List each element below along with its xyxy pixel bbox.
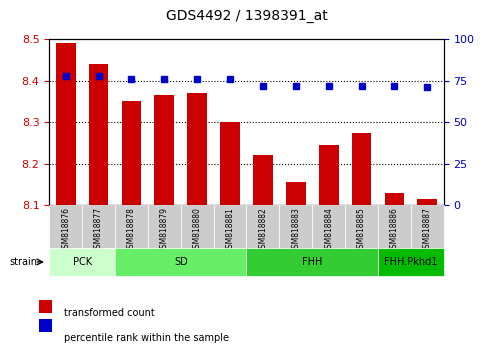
- Bar: [39, 300, 52, 313]
- Text: SD: SD: [174, 257, 188, 267]
- Text: FHH: FHH: [302, 257, 322, 267]
- FancyBboxPatch shape: [213, 205, 246, 248]
- Bar: [39, 319, 52, 332]
- Text: percentile rank within the sample: percentile rank within the sample: [64, 333, 229, 343]
- FancyBboxPatch shape: [181, 205, 213, 248]
- FancyBboxPatch shape: [115, 205, 148, 248]
- Text: GSM818878: GSM818878: [127, 207, 136, 253]
- FancyBboxPatch shape: [280, 205, 312, 248]
- Text: GSM818882: GSM818882: [258, 207, 267, 253]
- FancyBboxPatch shape: [49, 205, 82, 248]
- FancyBboxPatch shape: [115, 248, 246, 276]
- Bar: [56, 43, 75, 205]
- Text: GSM818884: GSM818884: [324, 207, 333, 253]
- Bar: [122, 101, 141, 205]
- Bar: [418, 199, 437, 205]
- Bar: [187, 93, 207, 205]
- Text: GSM818880: GSM818880: [193, 207, 202, 253]
- Text: PCK: PCK: [72, 257, 92, 267]
- Bar: [352, 132, 371, 205]
- FancyBboxPatch shape: [345, 205, 378, 248]
- Text: GSM818876: GSM818876: [61, 207, 70, 253]
- Text: transformed count: transformed count: [64, 308, 155, 318]
- Text: GDS4492 / 1398391_at: GDS4492 / 1398391_at: [166, 9, 327, 23]
- FancyBboxPatch shape: [82, 205, 115, 248]
- FancyBboxPatch shape: [246, 248, 378, 276]
- Bar: [154, 95, 174, 205]
- FancyBboxPatch shape: [246, 205, 280, 248]
- FancyBboxPatch shape: [378, 205, 411, 248]
- Bar: [89, 64, 108, 205]
- Text: strain: strain: [10, 257, 38, 267]
- Text: GSM818879: GSM818879: [160, 207, 169, 253]
- Bar: [385, 193, 404, 205]
- FancyBboxPatch shape: [148, 205, 181, 248]
- FancyBboxPatch shape: [312, 205, 345, 248]
- Bar: [253, 155, 273, 205]
- Text: FHH.Pkhd1: FHH.Pkhd1: [384, 257, 437, 267]
- Text: GSM818887: GSM818887: [423, 207, 432, 253]
- Text: GSM818881: GSM818881: [226, 207, 235, 253]
- Text: GSM818877: GSM818877: [94, 207, 103, 253]
- FancyBboxPatch shape: [49, 248, 115, 276]
- Bar: [319, 145, 339, 205]
- Text: GSM818886: GSM818886: [390, 207, 399, 253]
- FancyBboxPatch shape: [378, 248, 444, 276]
- Text: GSM818885: GSM818885: [357, 207, 366, 253]
- FancyBboxPatch shape: [411, 205, 444, 248]
- Bar: [286, 182, 306, 205]
- Text: GSM818883: GSM818883: [291, 207, 300, 253]
- Bar: [220, 122, 240, 205]
